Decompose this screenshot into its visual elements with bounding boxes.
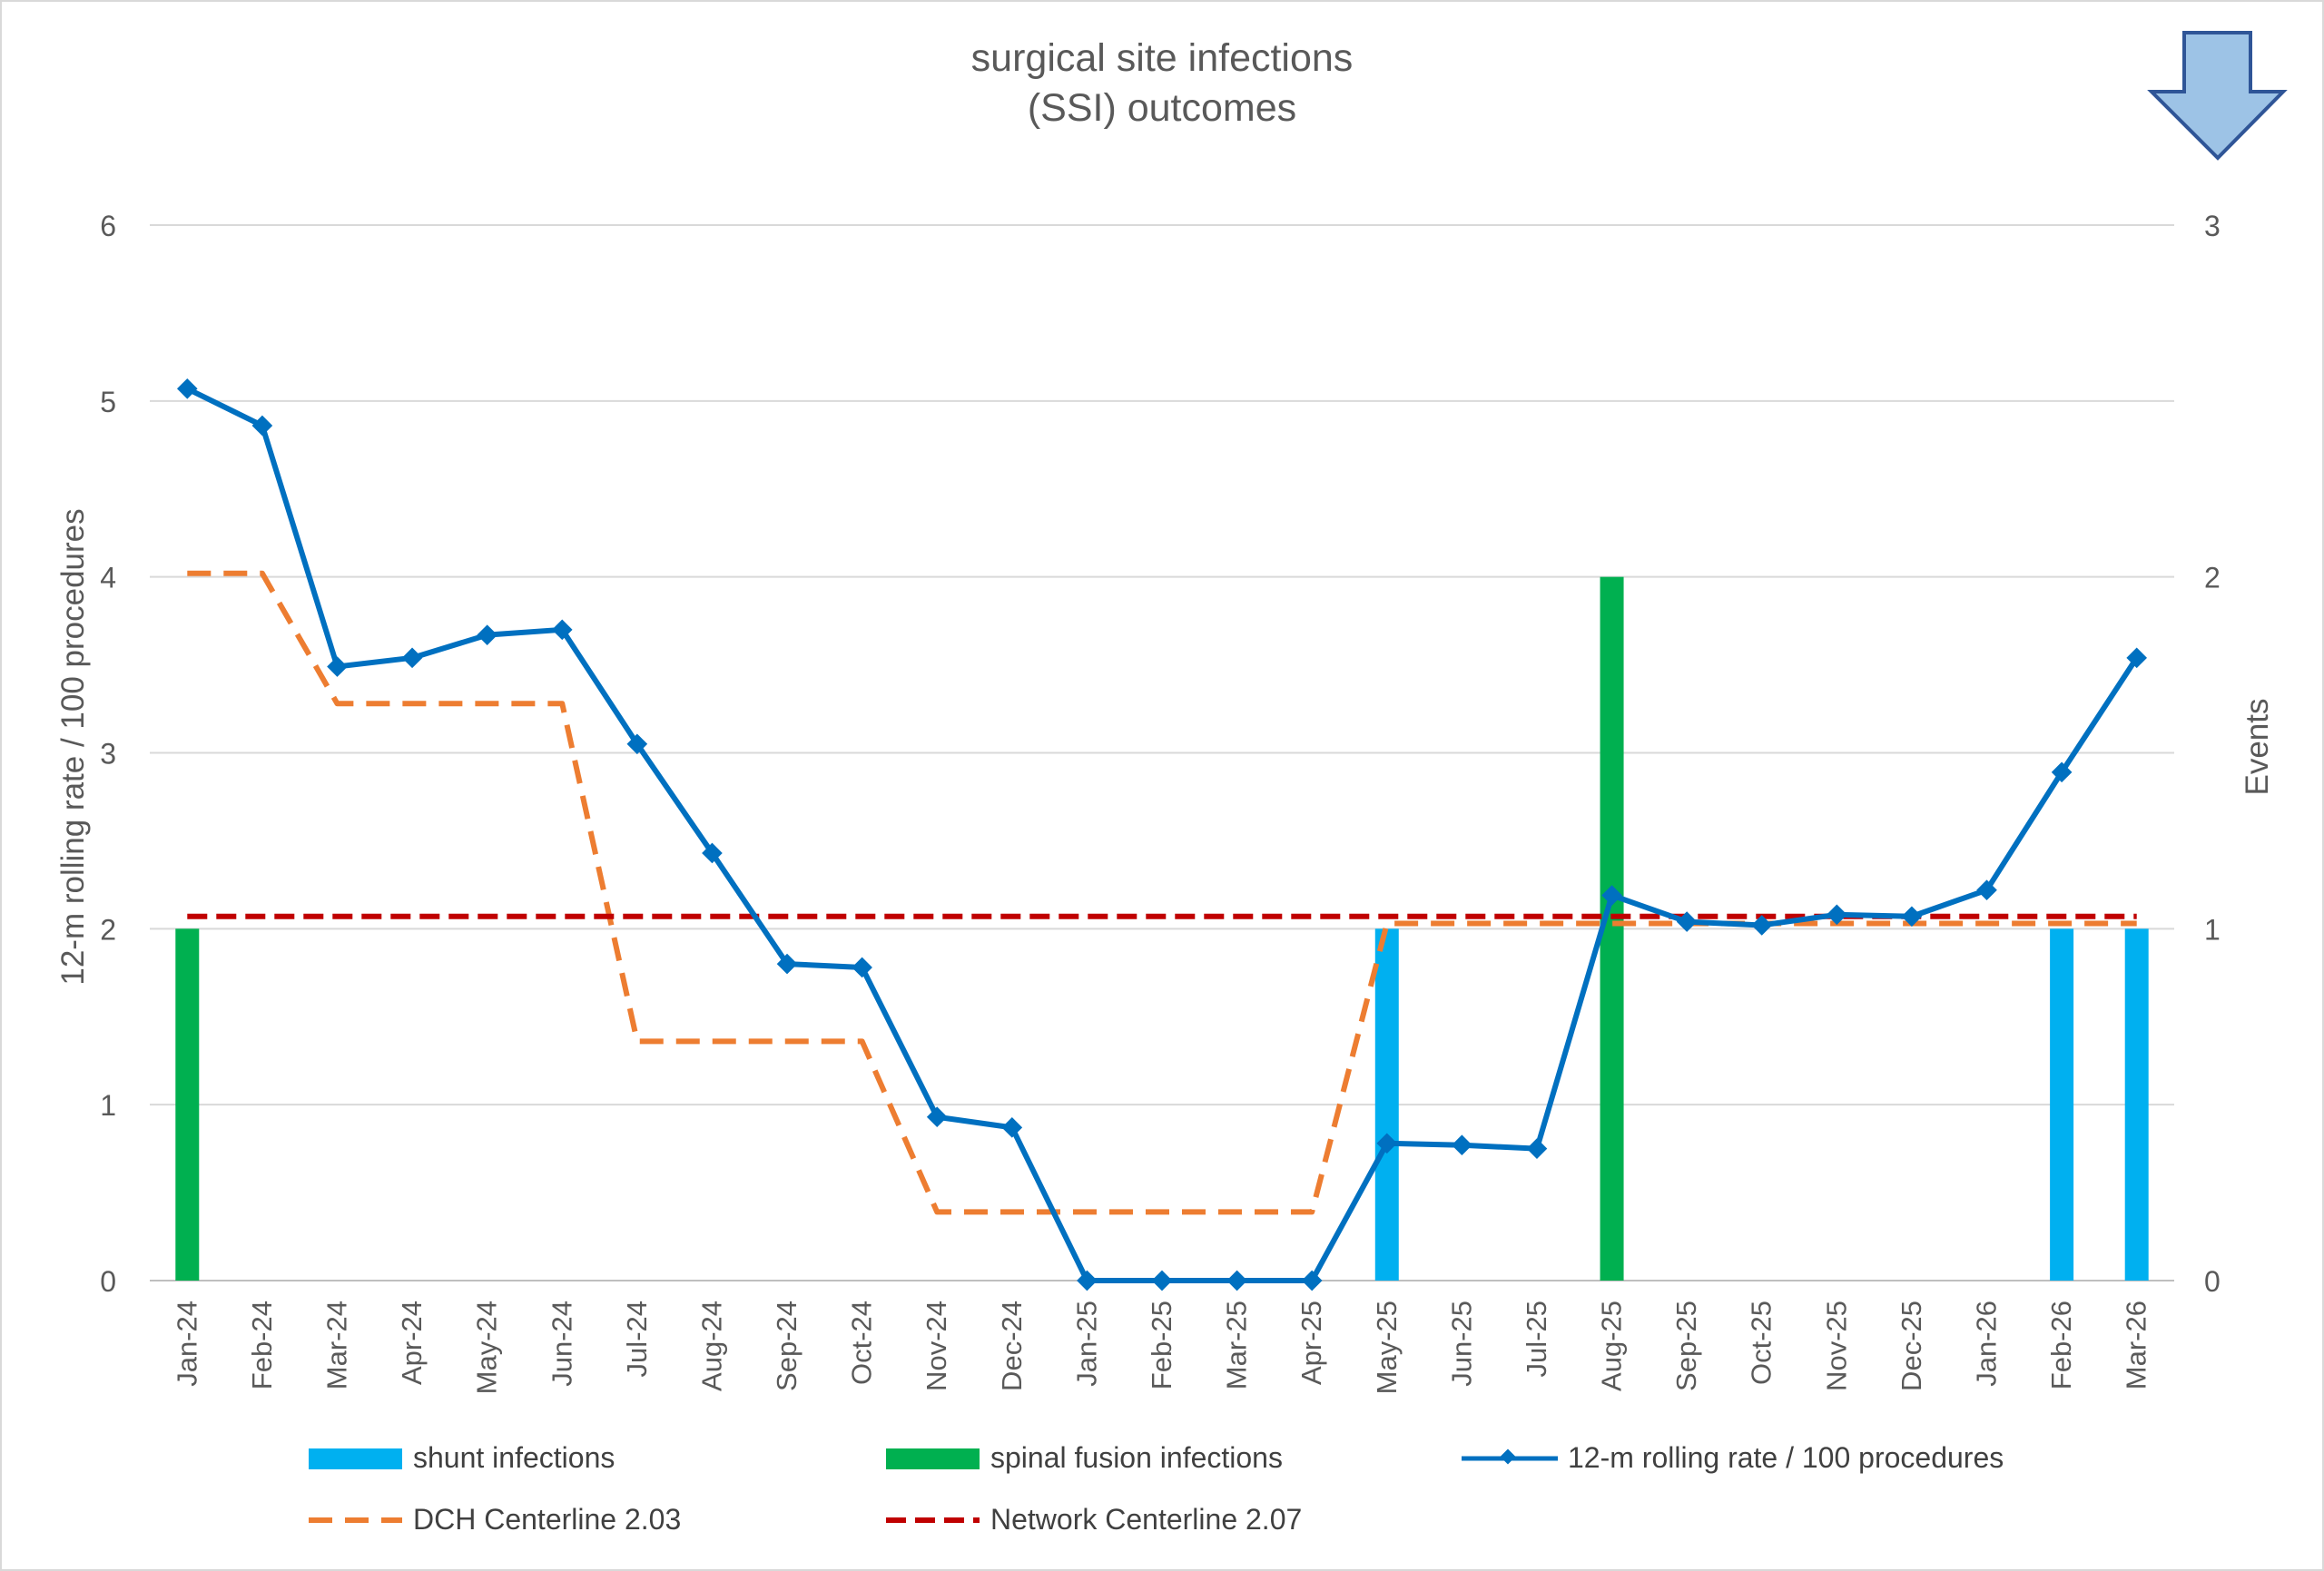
x-tick-label: Jan-24 [171,1301,202,1387]
series-line [187,570,2137,1215]
line-marker [1226,1270,1247,1291]
x-tick-label: May-24 [471,1301,503,1394]
x-tick-label: Jan-26 [1971,1301,2003,1387]
line-marker [702,842,723,864]
line-marker [1676,911,1698,932]
x-tick-label: Feb-24 [246,1301,278,1389]
legend-label-rolling: 12-m rolling rate / 100 procedures [1568,1441,2004,1474]
line-marker [401,647,423,669]
line-marker [1827,904,1847,926]
left-tick-label: 1 [100,1089,116,1122]
line-marker [852,957,872,978]
x-tick-label: Jul-24 [621,1301,653,1377]
left-axis-label: 12-m rolling rate / 100 procedures [55,508,91,985]
x-tick-label: Nov-25 [1820,1301,1852,1391]
line-marker [1601,885,1622,906]
line-marker [1452,1134,1472,1156]
x-tick-label: Dec-24 [996,1301,1028,1391]
x-tick-label: Sep-24 [771,1301,803,1391]
line-marker [477,624,497,645]
x-axis-ticks: Jan-24 Feb-24 Mar-24 Apr-24 May-24 Jun-24 Jul-… [171,1301,2152,1394]
legend-swatch-shunt [309,1448,402,1469]
chart-title-line-1: surgical site infections [970,36,1354,80]
bar [2050,928,2074,1281]
left-tick-label: 2 [100,913,116,946]
x-tick-label: Jun-25 [1445,1301,1477,1387]
x-tick-label: Aug-24 [695,1301,727,1391]
x-tick-label: Nov-24 [921,1301,952,1391]
x-tick-label: May-25 [1371,1301,1403,1394]
line-marker [1526,1138,1548,1159]
x-tick-label: Mar-24 [320,1301,352,1389]
line-marker [2126,647,2148,669]
x-tick-label: Oct-25 [1746,1301,1777,1385]
legend-label-spinal: spinal fusion infections [990,1441,1283,1474]
left-tick-label: 5 [100,386,116,418]
x-tick-label: Feb-25 [1146,1301,1177,1389]
left-tick-label: 4 [100,562,116,594]
line-marker [926,1106,948,1128]
x-tick-label: Sep-25 [1670,1301,1702,1391]
line-marker [1976,879,1997,901]
x-tick-label: Mar-25 [1221,1301,1253,1389]
line-marker [251,415,273,437]
chart-title-line-2: (SSI) outcomes [1027,86,1297,130]
line-marker [551,619,573,641]
x-tick-label: Apr-25 [1295,1301,1327,1385]
line-marker [1301,1270,1323,1291]
right-tick-label: 3 [2204,210,2221,242]
right-axis-ticks: 0 1 2 3 [2204,210,2221,1298]
bar-layer [175,576,2149,1281]
line-marker [776,953,798,975]
right-axis-label: Events [2240,699,2275,796]
line-marker [1751,915,1773,936]
x-tick-label: Mar-26 [2121,1301,2152,1389]
bar [1374,928,1399,1281]
series-line [185,386,2140,1283]
line-marker [1376,1133,1398,1154]
down-arrow-icon [2147,31,2288,161]
legend-label-shunt: shunt infections [413,1441,615,1474]
left-tick-label: 3 [100,738,116,771]
line-marker [176,378,198,399]
right-tick-label: 1 [2204,913,2221,946]
legend-swatch-spinal [886,1448,980,1469]
legend-label-network: Network Centerline 2.07 [990,1503,1303,1536]
legend-swatch-rolling-marker [1500,1448,1516,1465]
x-tick-label: Jul-25 [1521,1301,1552,1377]
line-marker [1151,1270,1173,1291]
x-tick-label: Aug-25 [1596,1301,1628,1391]
x-tick-label: Jun-24 [546,1301,577,1387]
x-tick-label: Jan-25 [1070,1301,1102,1387]
legend-swatches [309,1448,1558,1523]
right-tick-label: 2 [2204,562,2221,594]
x-tick-label: Apr-24 [396,1301,428,1385]
x-tick-label: Dec-25 [1896,1301,1927,1391]
left-tick-label: 0 [100,1265,116,1298]
line-marker [327,656,348,677]
bar [175,928,200,1281]
x-tick-label: Oct-24 [846,1301,878,1385]
legend-label-dch: DCH Centerline 2.03 [413,1503,682,1536]
left-axis-ticks: 0 1 2 3 4 5 6 [100,210,116,1298]
line-marker [626,733,648,755]
line-marker [1001,1117,1023,1138]
gridlines [150,224,2174,1281]
right-tick-label: 0 [2204,1265,2221,1298]
x-tick-label: Feb-26 [2045,1301,2077,1389]
line-marker [1077,1270,1098,1291]
left-tick-label: 6 [100,210,116,242]
line-marker [1901,906,1923,928]
line-marker [2051,761,2073,783]
bar [2124,928,2149,1281]
line-layer [176,378,2148,1291]
